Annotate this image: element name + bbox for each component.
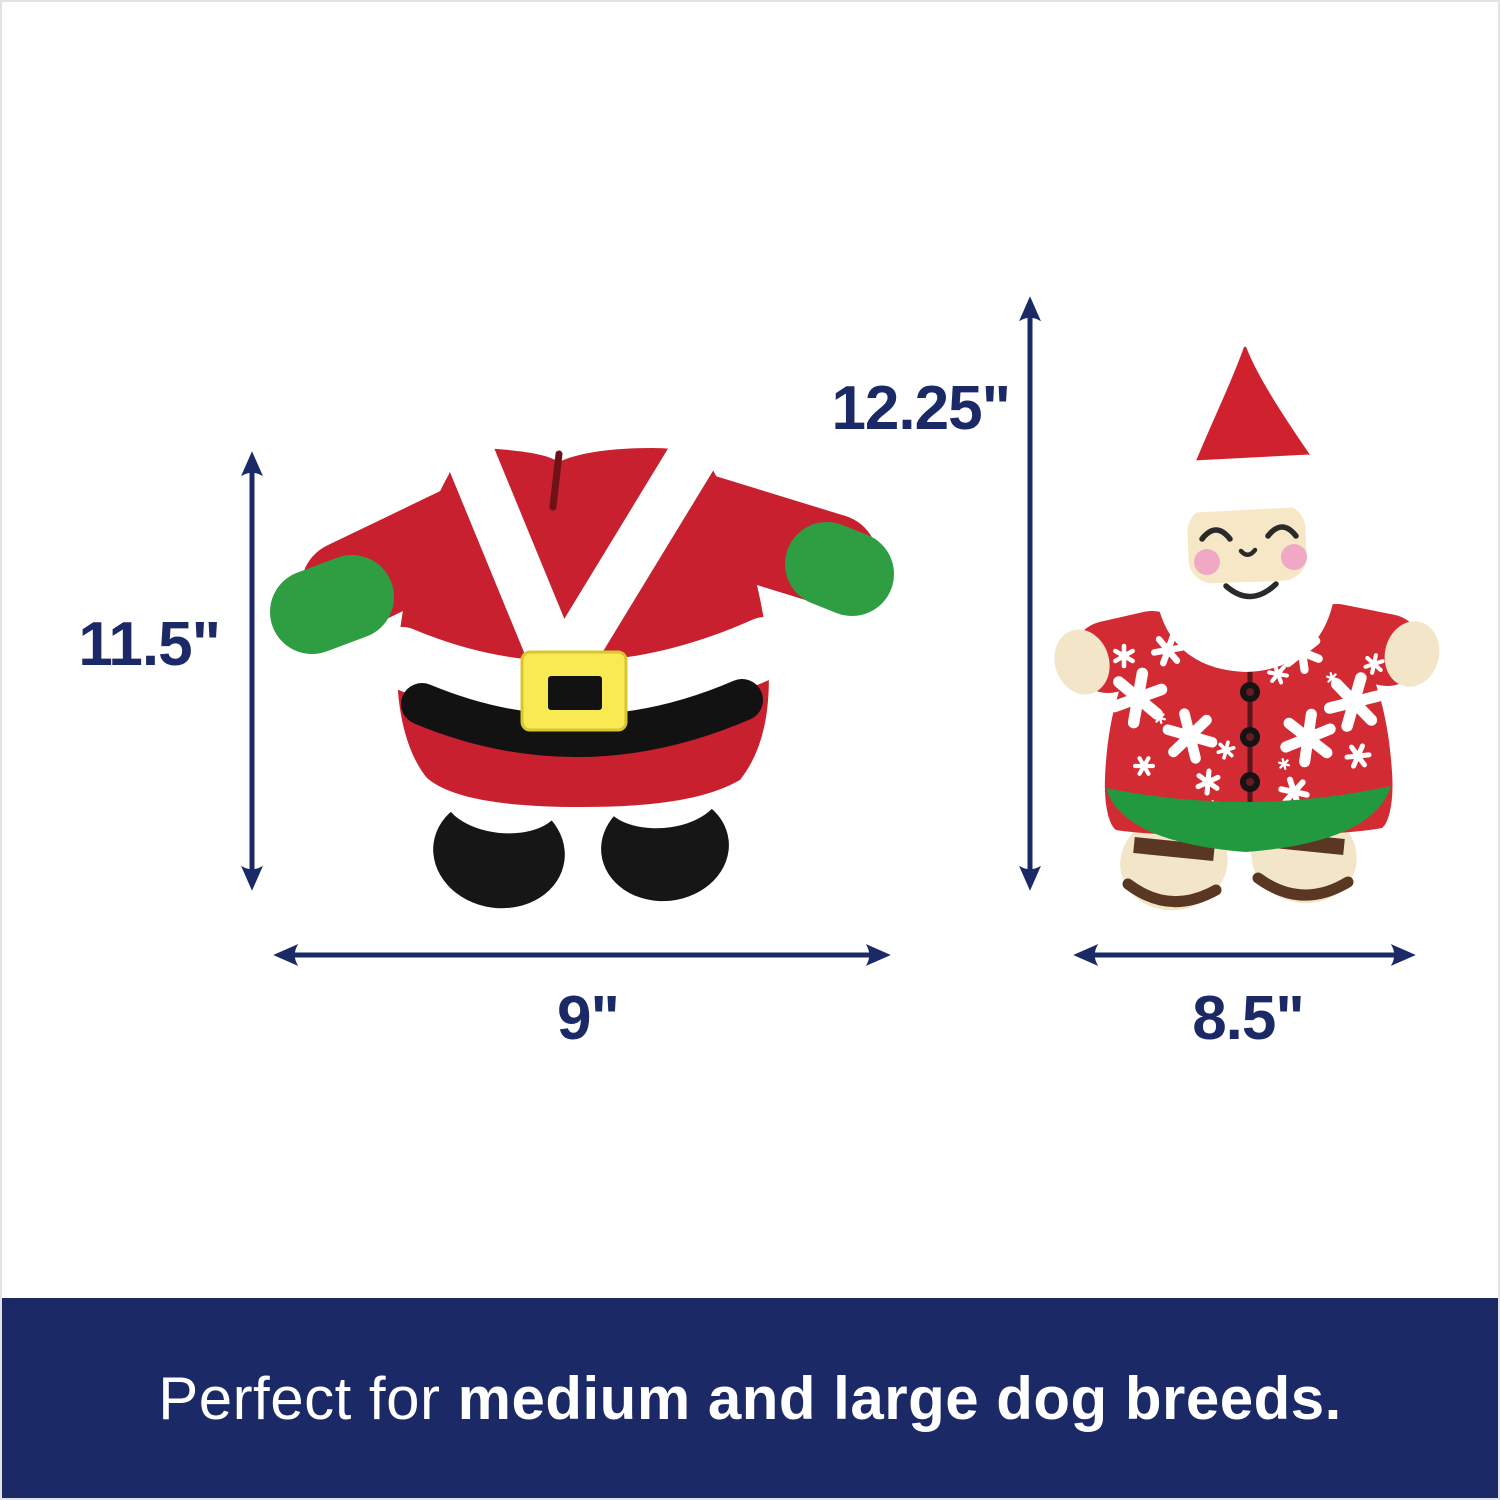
width-label-santa-plush: 8.5" [1192, 984, 1305, 1053]
santa-hat-fur-band [1152, 454, 1334, 514]
suit-buckle-window [548, 676, 602, 710]
height-label-santa-suit: 11.5" [78, 610, 221, 679]
suit-left-mitten [270, 555, 394, 654]
suit-collar-left [447, 435, 585, 699]
banner-text-regular: Perfect for [158, 1364, 458, 1432]
santa-mouth [1223, 581, 1279, 600]
suit-collar-right [535, 429, 719, 699]
santa-green-band [1106, 786, 1391, 852]
santa-left-sandal-sole [1122, 878, 1222, 908]
santa-hat [1190, 344, 1322, 476]
santa-right-hand [1384, 621, 1440, 687]
height-label-santa-plush: 12.25" [831, 374, 1011, 443]
measurement-arrows [241, 296, 1416, 966]
suit-right-mitten [785, 522, 894, 616]
size-banner: Perfect for medium and large dog breeds. [2, 1298, 1498, 1498]
santa-left-cheek [1194, 549, 1220, 575]
santa-plush-toy [1054, 293, 1440, 911]
banner-text-bold: medium and large dog breeds. [457, 1364, 1342, 1432]
santa-nose [1238, 547, 1258, 557]
santa-right-eye [1265, 524, 1299, 539]
santa-shirt-buttons [1240, 682, 1260, 792]
santa-right-sandal-sole [1252, 872, 1354, 901]
suit-belt [401, 679, 763, 758]
santa-left-hand [1054, 629, 1110, 695]
suit-neck-opening [549, 450, 563, 511]
santa-hat-pompom [1215, 293, 1269, 347]
santa-left-sandal-strap [1133, 837, 1215, 861]
santa-right-cheek [1281, 544, 1307, 570]
width-label-santa-suit: 9" [557, 984, 620, 1053]
santa-suit-toy [270, 429, 894, 909]
santa-left-eye [1199, 527, 1233, 542]
